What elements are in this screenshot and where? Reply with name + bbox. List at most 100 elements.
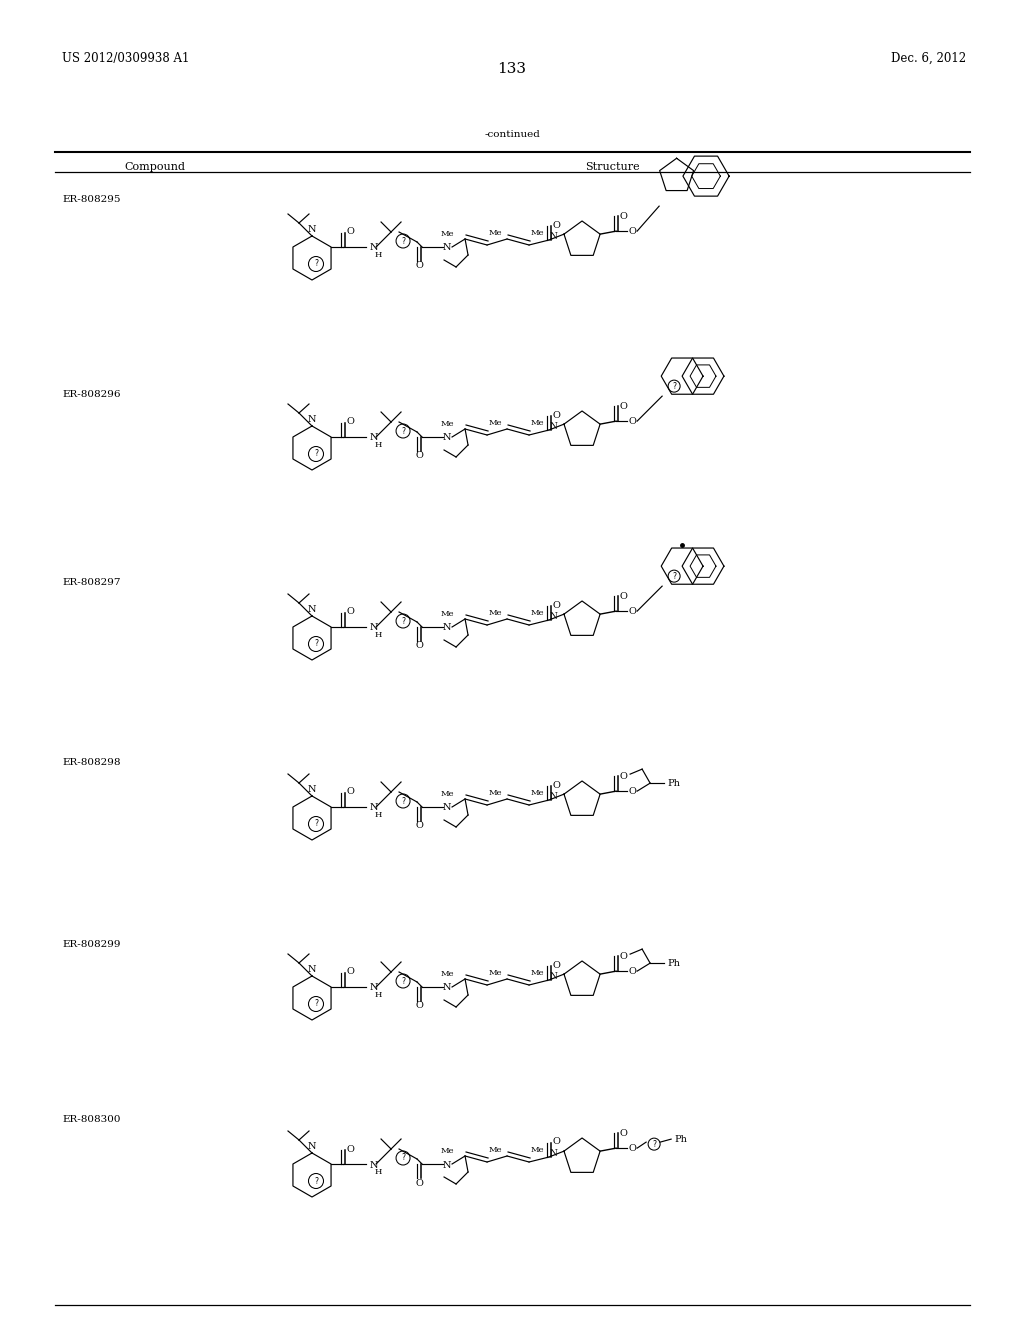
Text: N: N bbox=[370, 243, 379, 252]
Text: O: O bbox=[415, 1002, 423, 1011]
Text: Me: Me bbox=[489, 609, 503, 616]
Text: Me: Me bbox=[440, 230, 454, 238]
Text: US 2012/0309938 A1: US 2012/0309938 A1 bbox=[62, 51, 189, 65]
Text: N: N bbox=[549, 611, 557, 620]
Text: Me: Me bbox=[489, 228, 503, 238]
Text: ER-808300: ER-808300 bbox=[62, 1115, 121, 1125]
Text: O: O bbox=[346, 968, 354, 977]
Text: Me: Me bbox=[440, 970, 454, 978]
Text: ?: ? bbox=[401, 236, 406, 246]
Text: H: H bbox=[375, 441, 382, 449]
Text: Ph: Ph bbox=[667, 779, 680, 788]
Text: Me: Me bbox=[489, 1146, 503, 1154]
Text: Me: Me bbox=[440, 610, 454, 618]
Text: N: N bbox=[308, 965, 316, 974]
Text: ?: ? bbox=[401, 616, 406, 626]
Text: Me: Me bbox=[531, 228, 545, 238]
Text: Compound: Compound bbox=[125, 162, 185, 172]
Text: N: N bbox=[442, 804, 452, 813]
Text: O: O bbox=[415, 642, 423, 651]
Text: Me: Me bbox=[531, 969, 545, 977]
Text: O: O bbox=[628, 1143, 636, 1152]
Text: Me: Me bbox=[489, 969, 503, 977]
Text: N: N bbox=[308, 1142, 316, 1151]
Text: O: O bbox=[620, 401, 627, 411]
Text: N: N bbox=[549, 421, 557, 430]
Text: Ph: Ph bbox=[667, 958, 680, 968]
Text: N: N bbox=[370, 1160, 379, 1170]
Text: N: N bbox=[442, 623, 452, 632]
Text: H: H bbox=[375, 631, 382, 639]
Text: H: H bbox=[375, 251, 382, 259]
Text: ?: ? bbox=[401, 796, 406, 805]
Text: O: O bbox=[415, 261, 423, 271]
Text: N: N bbox=[442, 1160, 452, 1170]
Text: O: O bbox=[346, 607, 354, 616]
Text: ?: ? bbox=[401, 977, 406, 986]
Text: Dec. 6, 2012: Dec. 6, 2012 bbox=[891, 51, 966, 65]
Text: 133: 133 bbox=[498, 62, 526, 77]
Text: O: O bbox=[628, 787, 636, 796]
Text: O: O bbox=[346, 788, 354, 796]
Text: ?: ? bbox=[652, 1139, 656, 1148]
Text: O: O bbox=[620, 1129, 627, 1138]
Text: Me: Me bbox=[531, 609, 545, 616]
Text: O: O bbox=[346, 417, 354, 426]
Text: Ph: Ph bbox=[674, 1135, 687, 1143]
Text: O: O bbox=[552, 601, 560, 610]
Text: Me: Me bbox=[531, 1146, 545, 1154]
Text: Me: Me bbox=[440, 420, 454, 428]
Text: O: O bbox=[628, 607, 636, 615]
Text: ER-808299: ER-808299 bbox=[62, 940, 121, 949]
Text: -continued: -continued bbox=[484, 129, 540, 139]
Text: Me: Me bbox=[440, 789, 454, 799]
Text: N: N bbox=[370, 623, 379, 632]
Text: O: O bbox=[346, 227, 354, 236]
Text: ER-808297: ER-808297 bbox=[62, 578, 121, 587]
Text: ?: ? bbox=[314, 820, 318, 829]
Text: O: O bbox=[552, 1138, 560, 1147]
Text: O: O bbox=[415, 451, 423, 461]
Text: ?: ? bbox=[314, 639, 318, 648]
Text: ?: ? bbox=[314, 1176, 318, 1185]
Text: N: N bbox=[308, 414, 316, 424]
Text: Me: Me bbox=[489, 789, 503, 797]
Text: O: O bbox=[552, 961, 560, 969]
Text: H: H bbox=[375, 1168, 382, 1176]
Text: ?: ? bbox=[672, 572, 676, 581]
Text: N: N bbox=[308, 605, 316, 614]
Text: ?: ? bbox=[401, 1154, 406, 1163]
Text: N: N bbox=[308, 224, 316, 234]
Text: O: O bbox=[552, 411, 560, 420]
Text: Me: Me bbox=[531, 418, 545, 426]
Text: O: O bbox=[620, 772, 627, 780]
Text: O: O bbox=[346, 1144, 354, 1154]
Text: N: N bbox=[308, 785, 316, 795]
Text: N: N bbox=[549, 792, 557, 801]
Text: Me: Me bbox=[440, 1147, 454, 1155]
Text: N: N bbox=[442, 243, 452, 252]
Text: ?: ? bbox=[314, 260, 318, 268]
Text: N: N bbox=[549, 231, 557, 240]
Text: H: H bbox=[375, 991, 382, 999]
Text: O: O bbox=[628, 417, 636, 425]
Text: ?: ? bbox=[314, 999, 318, 1008]
Text: N: N bbox=[442, 983, 452, 993]
Text: Me: Me bbox=[489, 418, 503, 426]
Text: O: O bbox=[415, 821, 423, 830]
Text: O: O bbox=[552, 220, 560, 230]
Text: O: O bbox=[628, 227, 636, 236]
Text: ER-808298: ER-808298 bbox=[62, 758, 121, 767]
Text: ?: ? bbox=[672, 381, 676, 391]
Text: Structure: Structure bbox=[585, 162, 639, 172]
Text: ER-808296: ER-808296 bbox=[62, 389, 121, 399]
Text: O: O bbox=[552, 780, 560, 789]
Text: O: O bbox=[620, 591, 627, 601]
Text: N: N bbox=[442, 433, 452, 442]
Text: N: N bbox=[370, 983, 379, 993]
Text: O: O bbox=[620, 211, 627, 220]
Text: ?: ? bbox=[401, 426, 406, 436]
Text: O: O bbox=[628, 966, 636, 975]
Text: O: O bbox=[415, 1179, 423, 1188]
Text: N: N bbox=[370, 804, 379, 813]
